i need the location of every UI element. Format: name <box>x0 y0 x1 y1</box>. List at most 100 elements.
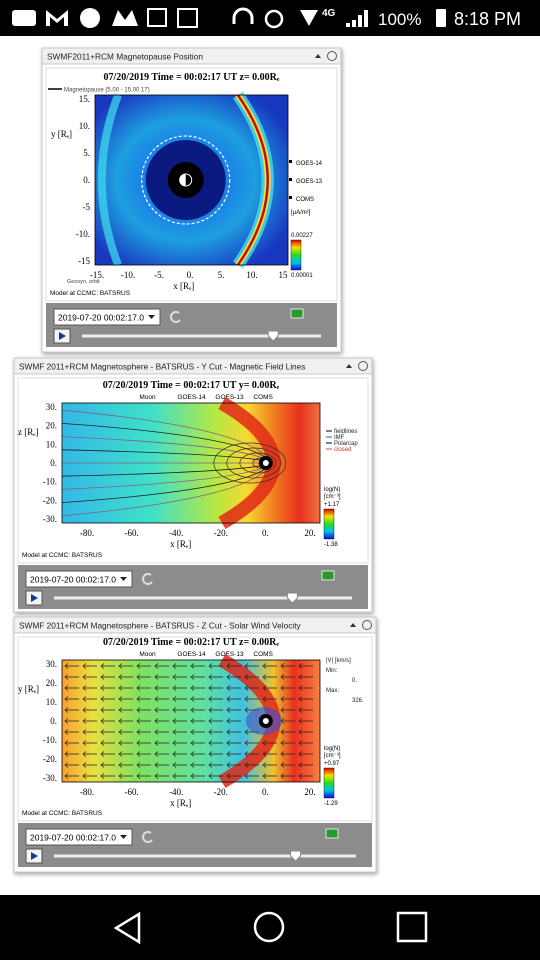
marker-symbol <box>289 178 292 181</box>
field-line <box>61 464 266 477</box>
x-tick-label: 5. <box>218 270 225 280</box>
velocity-arrow <box>190 751 205 757</box>
velocity-arrow <box>118 707 133 713</box>
close-button[interactable] <box>327 51 337 61</box>
field-line <box>61 468 267 503</box>
x-tick-label: -40. <box>169 528 183 538</box>
time-dropdown-value: 2019-07-20 00:02:17.0 <box>30 575 116 585</box>
closed-line <box>226 447 282 479</box>
time-dropdown[interactable] <box>25 570 133 588</box>
colorbar-top: 0.00227 <box>291 233 313 239</box>
top-legend-item: GOES-13 <box>215 651 244 658</box>
velocity-arrow <box>64 729 79 735</box>
velocity-arrow <box>298 773 313 779</box>
velocity-arrow <box>82 674 97 680</box>
y-tick-label: 15. <box>79 94 90 104</box>
x-axis-label: x [Rₑ] <box>170 539 191 549</box>
right-legend-item: closed <box>334 447 351 453</box>
velocity-arrow <box>64 685 79 691</box>
velocity-arrow <box>172 751 187 757</box>
x-tick-label: 20. <box>304 528 315 538</box>
velocity-arrow <box>118 674 133 680</box>
velocity-arrow <box>82 740 97 746</box>
time-dropdown[interactable] <box>53 308 161 326</box>
recents-button[interactable] <box>396 911 428 943</box>
velocity-arrow <box>262 740 277 746</box>
x-tick-label: 20. <box>304 787 315 797</box>
plot-title: 07/20/2019 Time = 00:02:17 UT z= 0.00Rₑ <box>104 72 280 83</box>
colorbar-label: [cm⁻³] <box>324 494 341 500</box>
refresh-button[interactable] <box>142 831 153 843</box>
close-button[interactable] <box>358 361 368 371</box>
y-tick-label: 0. <box>50 716 57 726</box>
collapse-button[interactable] <box>350 623 356 627</box>
plot-border <box>61 659 321 783</box>
velocity-arrow <box>64 674 79 680</box>
velocity-arrow <box>190 729 205 735</box>
refresh-button[interactable] <box>142 573 153 585</box>
home-button[interactable] <box>253 911 285 943</box>
velocity-arrow <box>190 718 205 724</box>
y-tick-label: 10. <box>79 121 90 131</box>
velocity-arrow <box>136 729 151 735</box>
clock: 8:18 PM <box>454 9 521 29</box>
marker-symbol <box>289 160 292 163</box>
velocity-arrow <box>172 718 187 724</box>
velocity-arrow <box>280 751 295 757</box>
dropdown-arrow <box>120 577 127 581</box>
plot-border <box>61 402 321 524</box>
y-tick-label: 10. <box>46 439 57 449</box>
velocity-arrow <box>100 707 115 713</box>
play-icon <box>31 852 38 860</box>
dropdown-arrow <box>120 835 127 839</box>
field-line <box>61 423 267 458</box>
window-title: SWMF 2011+RCM Magnetosphere - BATSRUS - … <box>19 362 305 372</box>
slider-thumb[interactable] <box>267 330 279 342</box>
close-button[interactable] <box>362 620 372 630</box>
velocity-arrow <box>172 674 187 680</box>
time-dropdown[interactable] <box>25 828 133 846</box>
velocity-arrow <box>136 751 151 757</box>
earth <box>262 718 269 724</box>
slider-thumb[interactable] <box>290 850 302 862</box>
y-tick-label: -30. <box>43 773 57 783</box>
velocity-arrow <box>154 740 169 746</box>
colorbar-label: [cm⁻³] <box>324 753 341 759</box>
plot-border <box>94 94 289 266</box>
play-icon <box>31 594 38 602</box>
velocity-arrow <box>208 729 223 735</box>
colorbar <box>290 239 302 271</box>
slider-thumb[interactable] <box>286 592 298 604</box>
back-button[interactable] <box>113 911 141 945</box>
velocity-arrow <box>226 740 241 746</box>
velocity-arrow <box>298 751 313 757</box>
collapse-button[interactable] <box>346 364 352 368</box>
top-legend-item: Moon <box>139 394 156 401</box>
velocity-arrow <box>244 674 259 680</box>
velocity-arrow <box>82 762 97 768</box>
collapse-button[interactable] <box>315 54 321 58</box>
window-title: SWMF 2011+RCM Magnetosphere - BATSRUS - … <box>19 621 301 631</box>
y-tick-label: -20. <box>43 495 57 505</box>
velocity-arrow <box>280 740 295 746</box>
velocity-arrow <box>208 718 223 724</box>
velocity-arrow <box>298 663 313 669</box>
x-tick-label: -15. <box>90 270 104 280</box>
colorbar-top: +1.17 <box>324 502 340 508</box>
x-tick-label: 0. <box>187 270 194 280</box>
y-tick-label: -5 <box>83 202 91 212</box>
velocity-arrow <box>154 685 169 691</box>
marker-label: GOES-13 <box>296 179 323 185</box>
velocity-arrow <box>190 740 205 746</box>
y-tick-label: 30. <box>46 659 57 669</box>
window: SWMF2011+RCM Magnetopause Position 07/20/… <box>41 47 342 353</box>
velocity-arrow <box>154 729 169 735</box>
refresh-button[interactable] <box>170 311 181 323</box>
velocity-arrow <box>136 707 151 713</box>
y-tick-label: -30. <box>43 514 57 524</box>
status-icons <box>12 7 446 29</box>
bow-shock <box>218 396 281 530</box>
velocity-arrow <box>100 740 115 746</box>
y-tick-label: 20. <box>46 678 57 688</box>
velocity-arrow <box>262 762 277 768</box>
